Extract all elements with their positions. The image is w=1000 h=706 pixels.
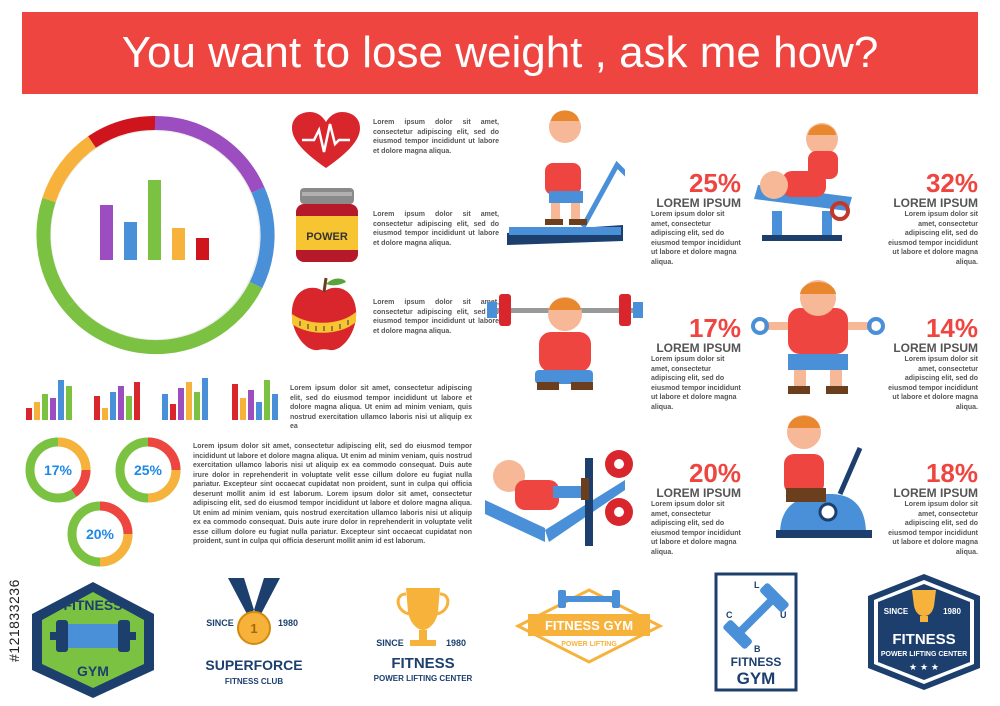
logo3-name: FITNESS bbox=[391, 655, 454, 672]
mini-chart-1 bbox=[26, 380, 72, 420]
logo6-name: FITNESS bbox=[892, 631, 955, 648]
logo5-l: L bbox=[754, 580, 760, 590]
logo-fitness-gym-diamond: FITNESS GYM POWER LIFTING bbox=[514, 588, 664, 664]
stat-text: Lorem ipsum dolor sit amet, consectetur … bbox=[888, 211, 978, 266]
stat-pct: 17% bbox=[688, 313, 741, 343]
stock-id: #121833236 bbox=[6, 579, 22, 662]
logo3-year: 1980 bbox=[446, 638, 466, 648]
stat-text: Lorem ipsum dolor sit amet, consectetur … bbox=[651, 501, 741, 556]
page-title: You want to lose weight , ask me how? bbox=[121, 28, 879, 77]
logo5-u: U bbox=[780, 610, 787, 620]
stat-text: Lorem ipsum dolor sit amet, consectetur … bbox=[651, 211, 741, 266]
mini-chart-2 bbox=[94, 382, 140, 420]
power-label: POWER bbox=[306, 231, 348, 243]
logo2-sub: FITNESS CLUB bbox=[225, 677, 283, 686]
mini-chart-3 bbox=[162, 378, 208, 420]
stat-20: 20% LOREM IPSUM Lorem ipsum dolor sit am… bbox=[651, 460, 741, 557]
logo5-c: C bbox=[726, 610, 733, 620]
logo5-name: FITNESS bbox=[731, 655, 782, 669]
percent-rings: 17% 25% 20% bbox=[25, 437, 181, 567]
stat-text: Lorem ipsum dolor sit amet, consectetur … bbox=[651, 356, 741, 411]
apple-text: Lorem ipsum dolor sit amet, consectetur … bbox=[373, 299, 499, 335]
stat-18: 18% LOREM IPSUM Lorem ipsum dolor sit am… bbox=[886, 460, 978, 557]
leg-press-illustration bbox=[485, 450, 633, 546]
stat-title: LOREM IPSUM bbox=[656, 196, 741, 210]
logo-fitness-gym-hexagon: FITNESS GYM bbox=[32, 582, 154, 698]
logo5-b: B bbox=[754, 644, 761, 654]
logo-club-fitness-gym: C L U B FITNESS GYM bbox=[714, 572, 798, 692]
dumbbell-illustration bbox=[751, 280, 885, 394]
ring-17: 17% bbox=[25, 437, 91, 503]
power-text: Lorem ipsum dolor sit amet, consectetur … bbox=[373, 211, 499, 247]
stat-32: 32% LOREM IPSUM Lorem ipsum dolor sit am… bbox=[886, 170, 978, 267]
stat-pct: 18% bbox=[925, 458, 978, 488]
stat-pct: 14% bbox=[925, 313, 978, 343]
logo3-sub: POWER LIFTING CENTER bbox=[374, 674, 473, 683]
logo4-sub: POWER LIFTING bbox=[561, 641, 617, 648]
mini-bar-charts bbox=[26, 378, 278, 420]
stat-text: Lorem ipsum dolor sit amet, consectetur … bbox=[888, 501, 978, 556]
logo4-name: FITNESS GYM bbox=[545, 618, 633, 633]
stat-pct: 20% bbox=[688, 458, 741, 488]
heart-text: Lorem ipsum dolor sit amet, consectetur … bbox=[373, 119, 499, 155]
ring-20: 20% bbox=[67, 501, 133, 567]
logo3-since: SINCE bbox=[376, 638, 404, 648]
logo-fitness-power-lifting-badge: SINCE 1980 FITNESS POWER LIFTING CENTER … bbox=[868, 574, 980, 690]
ring-label-25: 25% bbox=[134, 462, 163, 478]
ring-label-20: 20% bbox=[86, 526, 115, 542]
main-donut-graphic bbox=[36, 115, 275, 355]
logo2-since: SINCE bbox=[206, 618, 234, 628]
stat-14: 14% LOREM IPSUM Lorem ipsum dolor sit am… bbox=[886, 315, 978, 412]
stat-text: Lorem ipsum dolor sit amet, consectetur … bbox=[888, 356, 978, 411]
apple-measuring-tape-icon bbox=[291, 277, 357, 351]
logo1-bottom: GYM bbox=[77, 663, 109, 679]
logo2-year: 1980 bbox=[278, 618, 298, 628]
stat-pct: 32% bbox=[925, 168, 978, 198]
stat-title: LOREM IPSUM bbox=[893, 196, 978, 210]
logo6-sub: POWER LIFTING CENTER bbox=[881, 651, 967, 658]
logo2-name: SUPERFORCE bbox=[205, 657, 302, 673]
logo-fitness-trophy: SINCE 1980 FITNESS POWER LIFTING CENTER bbox=[374, 588, 473, 683]
stat-title: LOREM IPSUM bbox=[656, 486, 741, 500]
bars-text: Lorem ipsum dolor sit amet, consectetur … bbox=[290, 385, 472, 430]
stock-id-watermark: #121833236 bbox=[6, 470, 22, 670]
logo1-top: FITNESS bbox=[63, 597, 122, 613]
stat-pct: 25% bbox=[688, 168, 741, 198]
stat-25: 25% LOREM IPSUM Lorem ipsum dolor sit am… bbox=[651, 170, 741, 267]
title-banner: You want to lose weight , ask me how? bbox=[22, 12, 978, 94]
exercise-bike-illustration bbox=[776, 415, 872, 538]
heart-rate-icon bbox=[292, 112, 360, 168]
stat-title: LOREM IPSUM bbox=[656, 341, 741, 355]
logo5-sub: GYM bbox=[737, 669, 776, 688]
stat-title: LOREM IPSUM bbox=[893, 341, 978, 355]
logo6-year: 1980 bbox=[943, 607, 961, 616]
long-text: Lorem ipsum dolor sit amet, consectetur … bbox=[193, 443, 472, 545]
star-icons: ★ ★ ★ bbox=[909, 663, 939, 673]
ring-label-17: 17% bbox=[44, 462, 73, 478]
stat-17: 17% LOREM IPSUM Lorem ipsum dolor sit am… bbox=[651, 315, 741, 412]
protein-jar-icon: POWER bbox=[296, 188, 358, 262]
treadmill-illustration bbox=[507, 110, 625, 245]
ring-25: 25% bbox=[115, 437, 181, 503]
mini-chart-4 bbox=[232, 380, 278, 420]
barbell-illustration bbox=[487, 294, 643, 390]
incline-bench-illustration bbox=[754, 123, 852, 241]
logo-superforce: 1 SINCE 1980 SUPERFORCE FITNESS CLUB bbox=[205, 578, 303, 686]
logo6-since: SINCE bbox=[884, 607, 909, 616]
logo2-medal-number: 1 bbox=[250, 621, 257, 636]
stat-title: LOREM IPSUM bbox=[893, 486, 978, 500]
